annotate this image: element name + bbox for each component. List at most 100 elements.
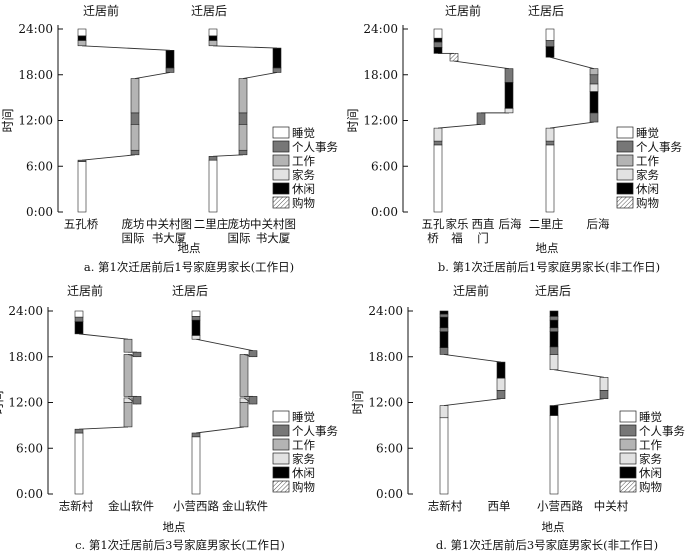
x-tick-label: 门 — [477, 231, 489, 245]
x-tick-label: 中关村图 — [146, 217, 192, 231]
x-tick-label: 志新村 — [59, 499, 94, 513]
bar-segment-sleep — [74, 432, 84, 495]
trip-connector — [549, 121, 595, 129]
bar-segment-personal — [74, 428, 84, 434]
bar-segment-leisure — [545, 46, 555, 58]
legend-label: 个人事务 — [292, 140, 338, 154]
bar-segment-personal — [272, 67, 282, 73]
period-label: 迁居前 — [83, 3, 119, 18]
x-tick-label: 小营西路 — [537, 499, 583, 513]
bar-segment-personal — [248, 350, 258, 358]
legend-swatch-housework — [272, 452, 290, 465]
y-tick-label: 6:00 — [16, 441, 43, 455]
bar-segment-personal — [549, 327, 559, 332]
y-tick-label: 24:00 — [18, 22, 53, 36]
bar-segment-sleep — [77, 161, 87, 213]
legend-swatch-leisure — [619, 466, 637, 479]
bar-segment-personal — [238, 149, 248, 156]
legend-swatch-shopping — [272, 480, 290, 493]
bar-segment-housework — [191, 335, 201, 340]
y-tick-label: 24:00 — [368, 304, 403, 318]
bar-segment-leisure — [433, 37, 443, 43]
trip-connector — [81, 45, 171, 51]
x-tick-label: 五孔 — [422, 217, 445, 231]
bar-segment-housework — [545, 127, 555, 142]
panel-caption: c. 第1次迁居前后3号家庭男家长(工作日) — [75, 538, 285, 552]
trip-connector — [78, 333, 129, 340]
bar-segment-sleep — [191, 436, 201, 495]
y-axis-label: 时间 — [0, 390, 5, 414]
legend-swatch-work — [272, 154, 290, 167]
x-tick-label: 后海 — [587, 217, 610, 231]
period-label: 迁居前 — [453, 283, 489, 298]
trip-connector — [78, 426, 129, 430]
trip-connector — [437, 123, 482, 129]
y-tick-label: 18:00 — [18, 68, 53, 82]
period-label: 迁居前 — [445, 3, 481, 18]
bar-segment-personal — [433, 41, 443, 48]
bar-segment-housework — [599, 377, 609, 391]
bar-segment-personal — [599, 389, 609, 399]
bar-segment-personal — [77, 159, 87, 162]
bar-segment-personal — [165, 67, 175, 73]
x-tick-label: 西直 — [472, 217, 495, 231]
legend-label: 睡觉 — [292, 410, 315, 424]
x-tick-label: 庞坊 — [122, 217, 145, 231]
legend-label: 家务 — [636, 168, 659, 182]
y-tick-label: 18:00 — [8, 350, 43, 364]
bar-segment-personal — [549, 316, 559, 321]
legend-label: 休闲 — [639, 466, 662, 480]
bar-segment-sleep — [208, 159, 218, 213]
bar-segment-leisure — [165, 50, 175, 69]
trip-connector — [134, 72, 171, 80]
trip-connector — [242, 72, 278, 80]
bar-segment-leisure — [549, 331, 559, 348]
chart-panel-b: 0:00 6:00 12:00 18:00 24:00 时间 迁居前 迁居后五孔桥家乐福西直门… — [346, 3, 682, 274]
x-tick-label: 志新村 — [428, 499, 463, 513]
bar-segment-work — [238, 78, 248, 114]
bar-segment-personal — [191, 432, 201, 438]
bar-segment-personal — [439, 313, 449, 318]
legend-swatch-sleep — [619, 410, 637, 423]
bar-segment-sleep — [545, 28, 555, 41]
legend-swatch-housework — [272, 168, 290, 181]
period-label: 迁居后 — [191, 4, 227, 18]
legend-label: 个人事务 — [639, 424, 685, 438]
bar-segment-personal — [589, 74, 599, 85]
legend-swatch-work — [272, 438, 290, 451]
bar-segment-personal — [208, 156, 218, 161]
bar-segment-leisure — [439, 316, 449, 329]
x-tick-label: 国际 — [228, 231, 251, 245]
legend-swatch-shopping — [619, 480, 637, 493]
y-tick-label: 24:00 — [363, 22, 398, 36]
legend-swatch-sleep — [272, 410, 290, 423]
legend-label: 个人事务 — [292, 424, 338, 438]
y-tick-label: 6:00 — [26, 159, 53, 173]
legend-swatch-personal — [616, 140, 634, 153]
bar-segment-leisure — [272, 47, 282, 69]
bar-segment-sleep — [549, 415, 559, 495]
bar-segment-sleep — [77, 28, 87, 37]
period-label: 迁居后 — [172, 284, 208, 298]
y-tick-label: 18:00 — [363, 68, 398, 82]
legend-label: 休闲 — [292, 182, 315, 196]
bar-segment-personal — [191, 316, 201, 321]
bar-segment-leisure — [504, 82, 514, 109]
bar-segment-leisure — [549, 319, 559, 329]
x-tick-label: 后海 — [499, 217, 522, 231]
bar-segment-work — [130, 78, 140, 114]
x-tick-label: 国际 — [122, 231, 145, 245]
trip-connector — [81, 154, 136, 161]
bar-segment-leisure — [433, 46, 443, 54]
bar-segment-personal — [130, 112, 140, 125]
x-tick-label: 二里庄 — [529, 217, 564, 231]
trip-connector — [212, 45, 278, 49]
legend-swatch-leisure — [272, 466, 290, 479]
bar-segment-sleep — [545, 144, 555, 213]
trip-connector — [553, 398, 605, 406]
bar-segment-housework — [433, 127, 443, 142]
legend-label: 休闲 — [292, 466, 315, 480]
legend-label: 个人事务 — [636, 140, 682, 154]
